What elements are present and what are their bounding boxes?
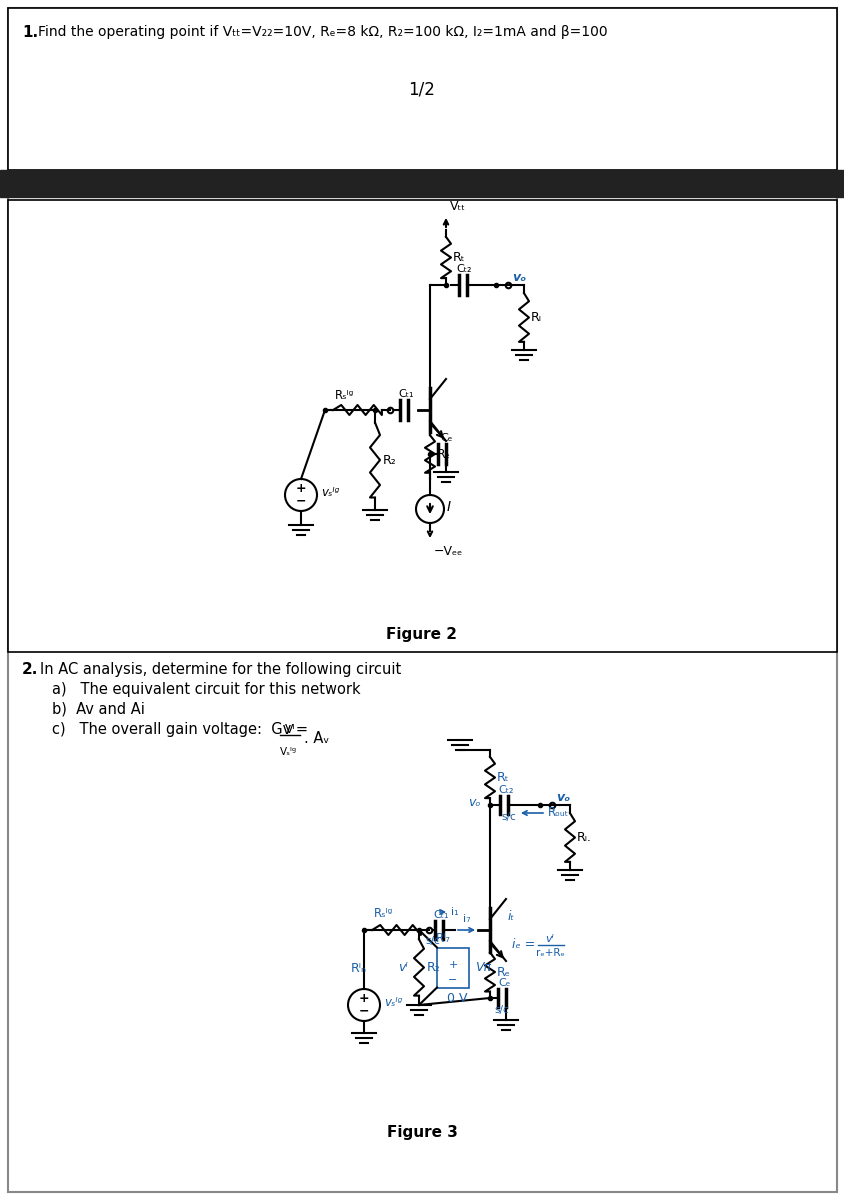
Text: i₇: i₇ [463,914,470,924]
Text: −: − [359,1004,369,1018]
Text: Cₜ₂: Cₜ₂ [456,264,471,274]
Text: Cₜ₂: Cₜ₂ [497,785,513,794]
Text: b)  Av and Ai: b) Av and Ai [52,702,144,716]
Text: vₒ: vₒ [511,271,526,284]
Text: Cₑ: Cₑ [440,433,452,443]
Text: Vπ: Vπ [474,961,490,974]
Text: vₛᴵᵍ: vₛᴵᵍ [383,996,402,1009]
Text: 2.: 2. [22,662,38,677]
Text: Rₜ: Rₜ [452,251,465,264]
Text: Rᴵₙ: Rᴵₙ [350,961,366,974]
Text: 0 V: 0 V [447,991,468,1004]
Text: a)   The equivalent circuit for this network: a) The equivalent circuit for this netwo… [52,682,360,697]
Text: Rₛᴵᵍ: Rₛᴵᵍ [374,907,393,920]
Text: 1.: 1. [22,25,38,40]
Text: Cₜ₁: Cₜ₁ [432,910,448,920]
Text: vₒ: vₒ [555,791,570,804]
Text: +: + [358,992,369,1006]
Text: In AC analysis, determine for the following circuit: In AC analysis, determine for the follow… [40,662,401,677]
Bar [8,8,836,170]
Text: s/c: s/c [425,936,440,946]
Bar [8,200,836,652]
Text: rₑ+Rₑ: rₑ+Rₑ [535,948,564,958]
Text: +: + [448,960,457,971]
Text: Rₒᵤₜ: Rₒᵤₜ [548,806,569,820]
Text: 1/2: 1/2 [408,80,435,98]
Text: Vₛᴵᵍ: Vₛᴵᵍ [279,746,296,757]
Text: Figure 2: Figure 2 [386,626,457,642]
Text: Find the operating point if Vₜₜ=V₂₂=10V, Rₑ=8 kΩ, R₂=100 kΩ, I₂=1mA and β=100: Find the operating point if Vₜₜ=V₂₂=10V,… [38,25,607,38]
Text: Figure 3: Figure 3 [386,1126,457,1140]
Text: Cₜ₁: Cₜ₁ [398,389,413,398]
Text: Rₛᴵᵍ: Rₛᴵᵍ [335,389,354,402]
Text: Rᴵ₇: Rᴵ₇ [436,932,451,946]
Text: iₑ =: iₑ = [511,938,538,952]
Text: vᴵ: vᴵ [398,961,408,974]
Text: i₁: i₁ [451,907,458,917]
Text: −: − [448,974,457,984]
Text: −: − [295,494,306,508]
Text: Rₗ.: Rₗ. [576,830,591,844]
Text: vᴵ: vᴵ [545,934,554,944]
Text: Rₑ: Rₑ [436,448,451,461]
Text: . Aᵥ: . Aᵥ [304,731,329,746]
Text: Vᴵ: Vᴵ [284,722,295,736]
Text: vₒ: vₒ [468,796,480,809]
Text: Rₜ: Rₜ [496,770,509,784]
Bar [436,948,468,988]
Text: −Vₑₑ: −Vₑₑ [434,545,463,558]
Text: Vₜₜ: Vₜₜ [450,200,465,214]
Text: vₛᴵᵍ: vₛᴵᵍ [321,486,338,499]
Bar [0,170,844,197]
Text: s/c: s/c [500,812,515,822]
Text: c)   The overall gain voltage:  Gv =: c) The overall gain voltage: Gv = [52,722,312,737]
Text: iₜ: iₜ [507,910,515,923]
Text: Cₑ: Cₑ [497,978,510,988]
Text: I: I [446,500,451,514]
Text: +: + [295,482,306,496]
Text: R₂: R₂ [426,961,441,974]
Text: R₂: R₂ [382,454,397,467]
Text: Rₑ: Rₑ [496,966,511,978]
Text: Rₗ: Rₗ [530,311,541,324]
Text: s/c: s/c [494,1006,509,1015]
